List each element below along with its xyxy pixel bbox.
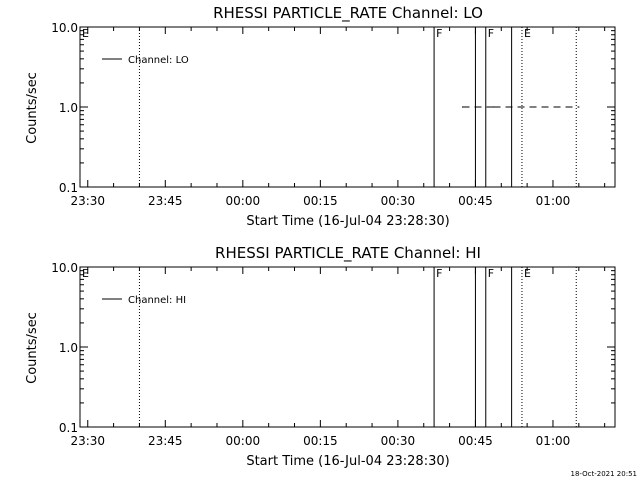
plot-area: 23:30 23:45 00:00 00:15 00:30 00:45 01:00 0.1 1.… bbox=[51, 21, 616, 208]
legend: Channel: HI bbox=[102, 295, 186, 306]
x-axis-label: Start Time (16-Jul-04 23:28:30) bbox=[246, 214, 449, 229]
x-tick-label: 23:30 bbox=[70, 434, 105, 448]
x-axis-label: Start Time (16-Jul-04 23:28:30) bbox=[246, 454, 449, 469]
panel-lo: RHESSI PARTICLE_RATE Channel: LO Counts/… bbox=[25, 4, 616, 229]
x-tick-label: 23:45 bbox=[148, 194, 183, 208]
event-flag-label: E bbox=[82, 267, 89, 280]
x-tick-label: 00:30 bbox=[381, 194, 416, 208]
x-tick-label: 01:00 bbox=[536, 434, 571, 448]
x-tick-label: 00:30 bbox=[381, 434, 416, 448]
event-flag-label: F bbox=[436, 27, 442, 40]
y-tick-label: 1.0 bbox=[59, 341, 78, 355]
data-point bbox=[578, 106, 580, 108]
event-flag-label: F bbox=[488, 267, 494, 280]
event-flag-label: F bbox=[436, 267, 442, 280]
x-tick-label: 23:45 bbox=[148, 434, 183, 448]
x-tick-label: 23:30 bbox=[70, 194, 105, 208]
y-tick-label: 1.0 bbox=[59, 101, 78, 115]
y-axis-label: Counts/sec bbox=[25, 72, 40, 144]
event-flag-label: F bbox=[488, 27, 494, 40]
event-flag-label: E bbox=[82, 27, 89, 40]
x-tick-label: 00:00 bbox=[226, 194, 261, 208]
y-tick-label: 0.1 bbox=[59, 421, 78, 435]
y-tick-label: 10.0 bbox=[51, 261, 78, 275]
y-tick-label: 10.0 bbox=[51, 21, 78, 35]
y-axis-label: Counts/sec bbox=[25, 312, 40, 384]
x-tick-label: 00:00 bbox=[226, 434, 261, 448]
event-flag-label: E bbox=[524, 267, 531, 280]
x-tick-label: 00:45 bbox=[458, 434, 493, 448]
event-flag-label: E bbox=[524, 27, 531, 40]
legend: Channel: LO bbox=[102, 55, 189, 66]
legend-label: Channel: LO bbox=[128, 55, 189, 66]
data-point bbox=[461, 106, 464, 108]
y-tick-label: 0.1 bbox=[59, 181, 78, 195]
panel-hi: RHESSI PARTICLE_RATE Channel: HI Counts/… bbox=[25, 244, 616, 469]
chart-title: RHESSI PARTICLE_RATE Channel: LO bbox=[213, 4, 483, 23]
timestamp-footer: 18-Oct-2021 20:51 bbox=[571, 470, 637, 478]
data-point bbox=[492, 106, 495, 108]
x-tick-label: 01:00 bbox=[536, 194, 571, 208]
x-tick-label: 00:45 bbox=[458, 194, 493, 208]
x-tick-label: 00:15 bbox=[303, 194, 338, 208]
legend-label: Channel: HI bbox=[128, 295, 186, 306]
x-tick-label: 00:15 bbox=[303, 434, 338, 448]
chart-title: RHESSI PARTICLE_RATE Channel: HI bbox=[215, 244, 481, 263]
plot-area: 23:30 23:45 00:00 00:15 00:30 00:45 01:00 0.1 1.… bbox=[51, 261, 616, 448]
